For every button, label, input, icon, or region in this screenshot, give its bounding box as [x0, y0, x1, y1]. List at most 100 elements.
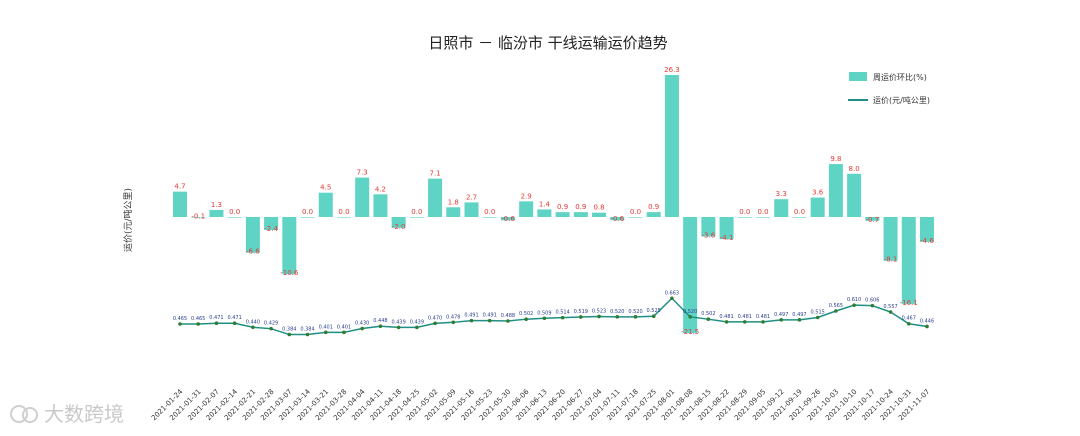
price-point-33 — [779, 318, 784, 322]
bar-34 — [792, 217, 807, 218]
price-point-5 — [269, 326, 273, 331]
bar-11 — [373, 194, 388, 217]
price-label-16: 0.491 — [464, 313, 478, 319]
price-label-8: 0.401 — [319, 324, 333, 330]
price-label-23: 0.523 — [592, 308, 606, 314]
bar-label-24: -0.6 — [610, 215, 624, 223]
price-label-36: 0.565 — [829, 303, 843, 309]
price-label-13: 0.439 — [410, 319, 424, 325]
price-point-36 — [834, 309, 838, 313]
price-point-38 — [870, 303, 875, 308]
bar-label-33: 3.3 — [776, 190, 787, 198]
price-label-35: 0.515 — [811, 310, 825, 316]
price-label-39: 0.557 — [883, 304, 897, 310]
price-label-5: 0.429 — [264, 321, 278, 327]
bar-41 — [920, 217, 934, 242]
price-point-15 — [451, 320, 456, 325]
price-point-24 — [615, 315, 620, 319]
price-point-2 — [214, 321, 219, 326]
bar-label-5: -2.4 — [264, 225, 278, 233]
bar-label-26: 0.9 — [648, 203, 659, 211]
bar-label-11: 4.2 — [375, 185, 386, 193]
price-point-16 — [469, 318, 474, 323]
bar-label-23: 0.8 — [593, 204, 604, 212]
price-point-40 — [906, 321, 911, 326]
bar-label-31: 0.0 — [739, 208, 750, 216]
bar-20 — [537, 209, 552, 217]
bar-8 — [318, 192, 333, 217]
price-point-4 — [251, 325, 255, 330]
bar-25 — [628, 217, 643, 218]
bar-9 — [336, 217, 351, 218]
price-point-10 — [360, 326, 364, 331]
price-label-26: 0.525 — [647, 308, 661, 314]
price-label-37: 0.610 — [847, 297, 861, 303]
x-axis-ticks: 2021-01-242021-01-312021-02-072021-02-14… — [150, 387, 931, 422]
price-point-3 — [232, 321, 237, 326]
price-label-12: 0.439 — [391, 319, 405, 325]
bar-19 — [519, 201, 534, 217]
price-point-28 — [688, 315, 692, 319]
price-label-29: 0.502 — [701, 311, 715, 317]
bar-24 — [610, 217, 625, 221]
price-label-40: 0.467 — [902, 316, 916, 322]
price-point-7 — [305, 332, 310, 337]
price-point-8 — [323, 330, 328, 335]
bar-10 — [355, 177, 370, 217]
price-label-17: 0.491 — [483, 313, 497, 319]
legend-bar-swatch — [849, 72, 867, 81]
bar-32 — [756, 217, 771, 218]
bar-29 — [701, 217, 716, 237]
bar-17 — [482, 217, 497, 218]
price-label-38: 0.606 — [865, 298, 879, 304]
bar-label-16: 2.7 — [466, 193, 477, 201]
bar-label-41: -4.6 — [920, 237, 934, 245]
price-label-19: 0.502 — [519, 311, 533, 317]
bar-label-8: 4.5 — [320, 184, 331, 192]
price-point-22 — [579, 315, 583, 319]
price-label-1: 0.465 — [191, 316, 205, 322]
price-label-11: 0.448 — [373, 318, 387, 324]
bar-38 — [865, 217, 880, 221]
price-label-32: 0.481 — [756, 314, 770, 320]
bar-label-9: 0.0 — [338, 208, 349, 216]
price-line — [180, 297, 928, 336]
bar-label-6: -10.6 — [280, 269, 299, 277]
legend-line-label: 运价(元/吨公里) — [873, 95, 930, 105]
bar-33 — [774, 199, 789, 217]
price-point-30 — [724, 320, 729, 324]
bar-label-28: -21.5 — [681, 328, 699, 336]
price-point-41 — [925, 324, 929, 329]
price-point-12 — [396, 325, 401, 330]
bar-label-22: 0.9 — [575, 203, 586, 211]
bar-18 — [500, 217, 515, 221]
bar-label-20: 1.4 — [539, 200, 551, 208]
price-point-35 — [815, 315, 820, 320]
bar-label-38: -0.7 — [866, 216, 880, 224]
bar-label-3: 0.0 — [229, 208, 240, 216]
bar-label-10: 7.3 — [357, 169, 368, 177]
bar-label-30: -4.1 — [720, 234, 734, 242]
bar-label-12: -2.0 — [392, 223, 406, 231]
price-point-37 — [852, 303, 856, 307]
bar-label-35: 3.6 — [812, 189, 824, 197]
bar-36 — [828, 164, 843, 217]
price-point-0 — [178, 322, 182, 326]
bar-label-15: 1.8 — [448, 198, 459, 206]
bar-label-37: 8.0 — [849, 165, 860, 173]
price-label-10: 0.430 — [355, 321, 369, 327]
legend: 周运价环比(%) 运价(元/吨公里) — [848, 72, 930, 105]
bar-label-1: -0.1 — [191, 213, 205, 221]
bar-label-27: 26.3 — [664, 66, 680, 74]
price-point-9 — [342, 330, 346, 335]
price-point-18 — [506, 319, 510, 323]
price-point-34 — [797, 318, 802, 322]
bar-26 — [646, 212, 661, 217]
price-label-25: 0.520 — [628, 309, 642, 315]
bar-14 — [428, 178, 443, 217]
price-point-13 — [415, 325, 419, 330]
y-axis-label: 运价(元/吨公里) — [122, 188, 134, 252]
bar-labels: 4.7 -0.1 1.3 0.0 -6.6 -2.4 -10.6 0.0 4.5 0.0 7.3 4.… — [174, 66, 934, 336]
bar-5 — [264, 217, 279, 230]
watermark-text: 大数跨境 — [44, 402, 124, 426]
